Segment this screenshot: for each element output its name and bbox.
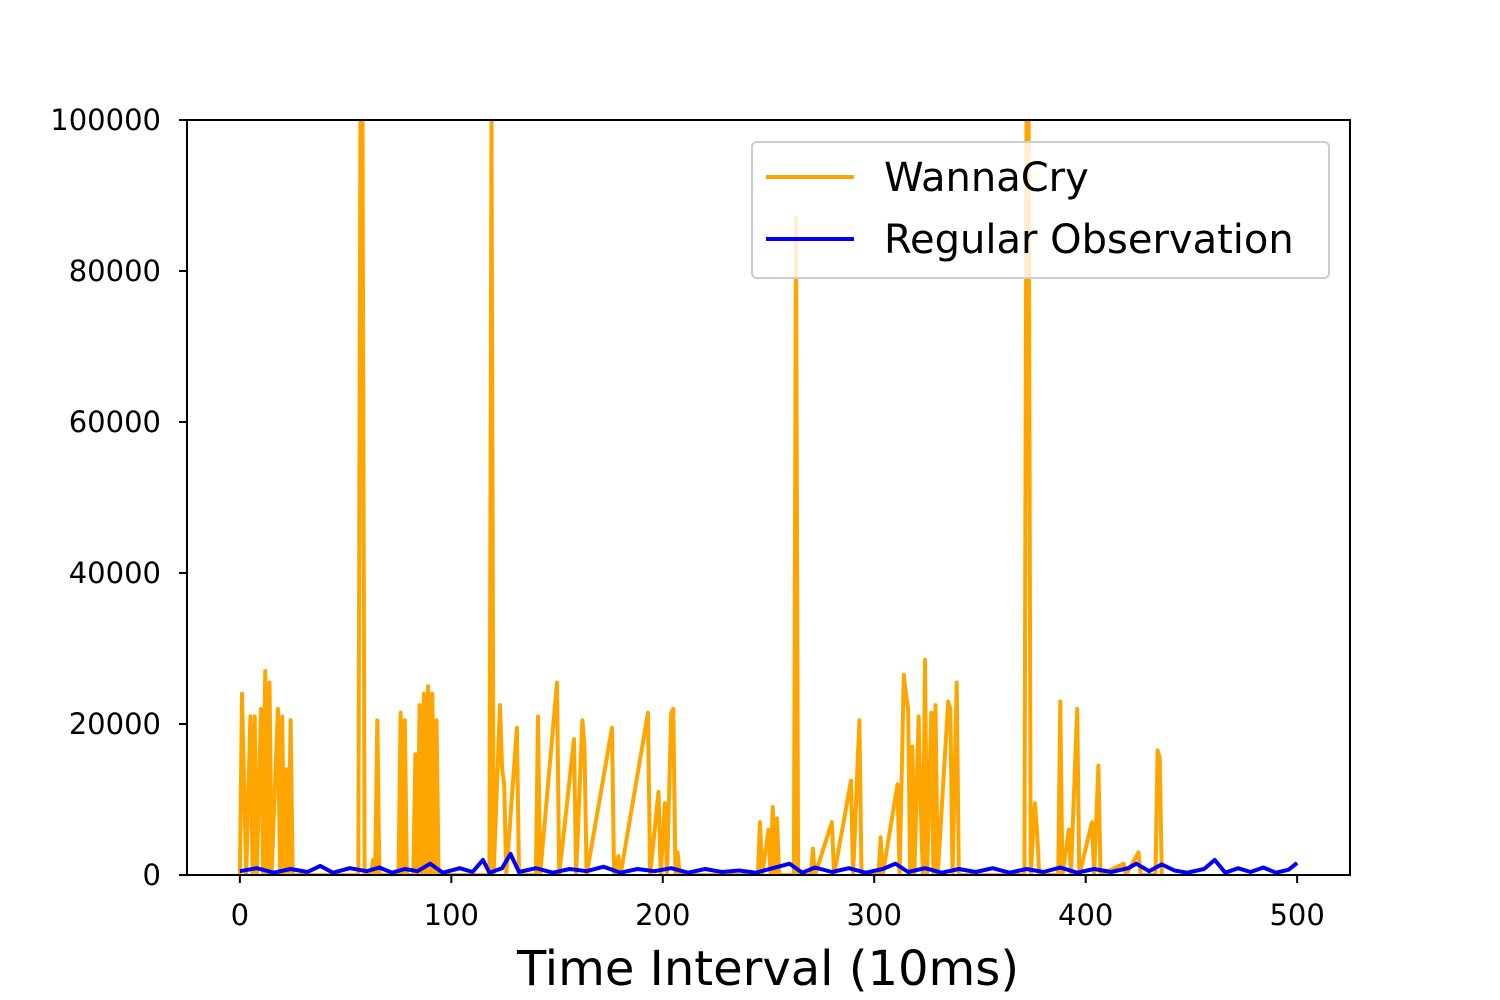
x-tick-label: 100 (424, 898, 479, 932)
series-line-wannacry (237, 120, 1164, 875)
x-tick-label: 200 (635, 898, 690, 932)
x-tick-label: 0 (231, 898, 249, 932)
y-tick-label: 0 (143, 858, 161, 892)
x-axis-title: Time Interval (10ms) (516, 941, 1019, 997)
legend: WannaCry Regular Observation (751, 141, 1330, 279)
legend-label: Regular Observation (884, 217, 1294, 263)
legend-label: WannaCry (884, 155, 1089, 201)
y-tick-label: 60000 (69, 405, 161, 439)
series-layer (237, 120, 1299, 875)
y-tick-label: 80000 (69, 254, 161, 288)
series-line-regular-observation (239, 851, 1299, 875)
x-tick-label: 500 (1269, 898, 1324, 932)
x-tick-label: 400 (1058, 898, 1113, 932)
plot-frame (186, 119, 1351, 876)
legend-box (751, 141, 1330, 279)
x-tick-label: 300 (847, 898, 902, 932)
y-axis: 0 20000 40000 60000 80000 100000 (50, 103, 187, 892)
y-tick-label: 40000 (69, 556, 161, 590)
y-tick-label: 20000 (69, 707, 161, 741)
y-tick-label: 100000 (50, 103, 161, 137)
x-axis: 0 100 200 300 400 500 (231, 875, 1325, 932)
